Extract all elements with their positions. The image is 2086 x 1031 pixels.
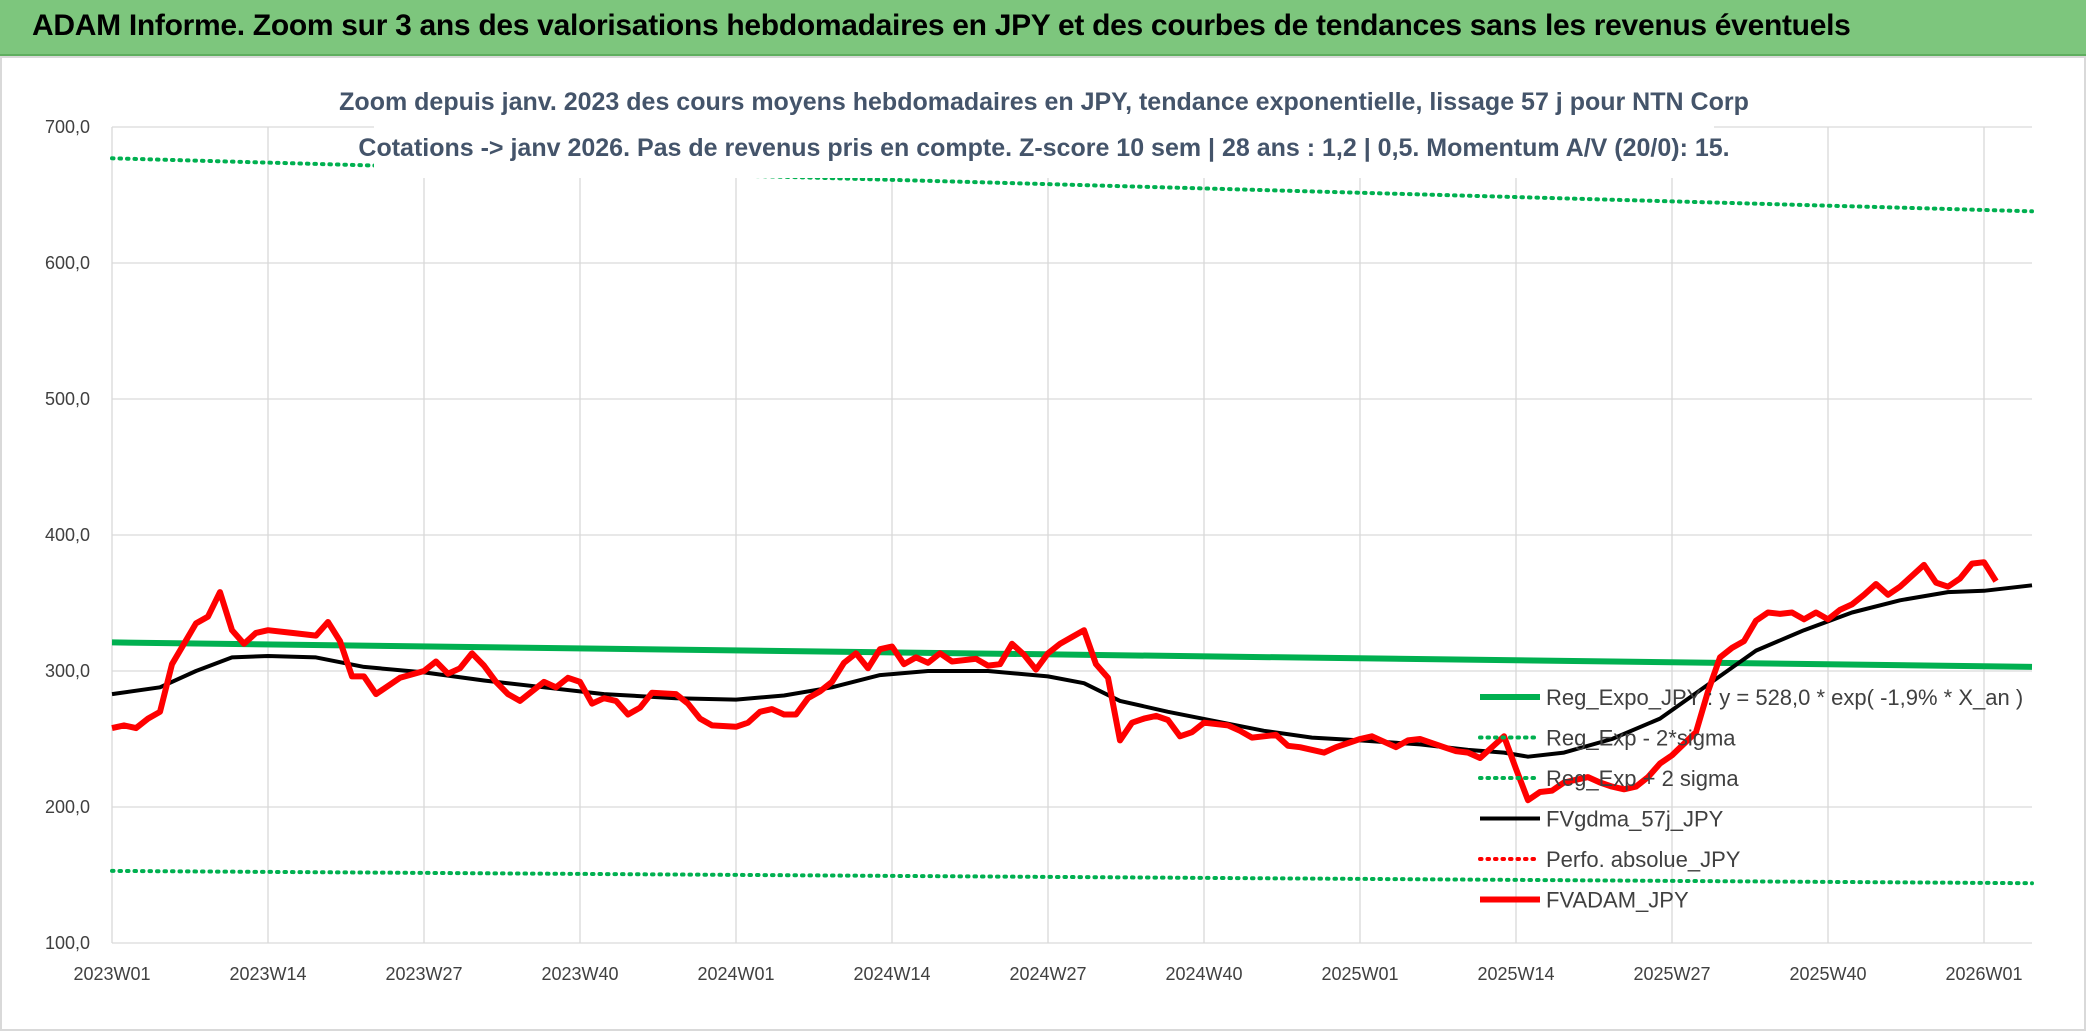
legend-label: FVADAM_JPY xyxy=(1546,888,1689,913)
axis-layer: 100,0 200,0 300,0 400,0 500,0 600,0 700,0 2023W… xyxy=(45,117,2023,984)
x-tick-label: 2025W27 xyxy=(1633,964,1710,984)
legend-label: Reg_Exp + 2 sigma xyxy=(1546,766,1739,791)
y-tick-label: 700,0 xyxy=(45,117,90,137)
x-tick-label: 2024W40 xyxy=(1165,964,1242,984)
subtitle-line-1: Zoom depuis janv. 2023 des cours moyens … xyxy=(339,88,1749,116)
series-line-reg-exp xyxy=(110,868,2034,886)
legend-label: Reg_Exp - 2*sigma xyxy=(1546,726,1736,751)
x-tick-label: 2025W01 xyxy=(1321,964,1398,984)
series-line-reg-expo-jpy xyxy=(111,639,2033,670)
series-line-fvadam-jpy xyxy=(111,559,1999,804)
report-title: ADAM Informe. Zoom sur 3 ans des valoris… xyxy=(32,9,1851,42)
x-tick-label: 2023W27 xyxy=(385,964,462,984)
x-tick-label: 2024W01 xyxy=(697,964,774,984)
x-tick-label: 2023W40 xyxy=(541,964,618,984)
x-tick-label: 2023W01 xyxy=(73,964,150,984)
title-banner: ADAM Informe. Zoom sur 3 ans des valoris… xyxy=(0,0,2086,56)
x-tick-label: 2024W14 xyxy=(853,964,930,984)
chart-subtitle: Zoom depuis janv. 2023 des cours moyens … xyxy=(339,78,1749,178)
y-tick-label: 500,0 xyxy=(45,389,90,409)
grid-layer xyxy=(111,126,2032,944)
y-tick-label: 600,0 xyxy=(45,253,90,273)
series-line-reg-exp xyxy=(110,156,2034,214)
legend-label: Perfo. absolue_JPY xyxy=(1546,847,1741,872)
subtitle-background xyxy=(374,78,1714,178)
y-tick-label: 300,0 xyxy=(45,661,90,681)
x-tick-label: 2024W27 xyxy=(1009,964,1086,984)
legend: Reg_Expo_JPY : y = 528,0 * exp( -1,9% * … xyxy=(1478,685,2023,913)
line-chart: Zoom depuis janv. 2023 des cours moyens … xyxy=(45,78,2034,984)
y-tick-label: 100,0 xyxy=(45,933,90,953)
y-tick-label: 200,0 xyxy=(45,797,90,817)
chart-frame: Zoom depuis janv. 2023 des cours moyens … xyxy=(0,56,2086,1031)
x-tick-label: 2025W14 xyxy=(1477,964,1554,984)
x-tick-label: 2026W01 xyxy=(1945,964,2022,984)
series-layer xyxy=(110,156,2034,886)
subtitle-line-2: Cotations -> janv 2026. Pas de revenus p… xyxy=(358,134,1729,162)
x-tick-label: 2023W14 xyxy=(229,964,306,984)
y-tick-label: 400,0 xyxy=(45,525,90,545)
series-line-fvgdma-57j-jpy xyxy=(111,583,2033,759)
x-tick-label: 2025W40 xyxy=(1789,964,1866,984)
legend-label: FVgdma_57j_JPY xyxy=(1546,807,1724,832)
legend-label: Reg_Expo_JPY : y = 528,0 * exp( -1,9% * … xyxy=(1546,685,2023,710)
